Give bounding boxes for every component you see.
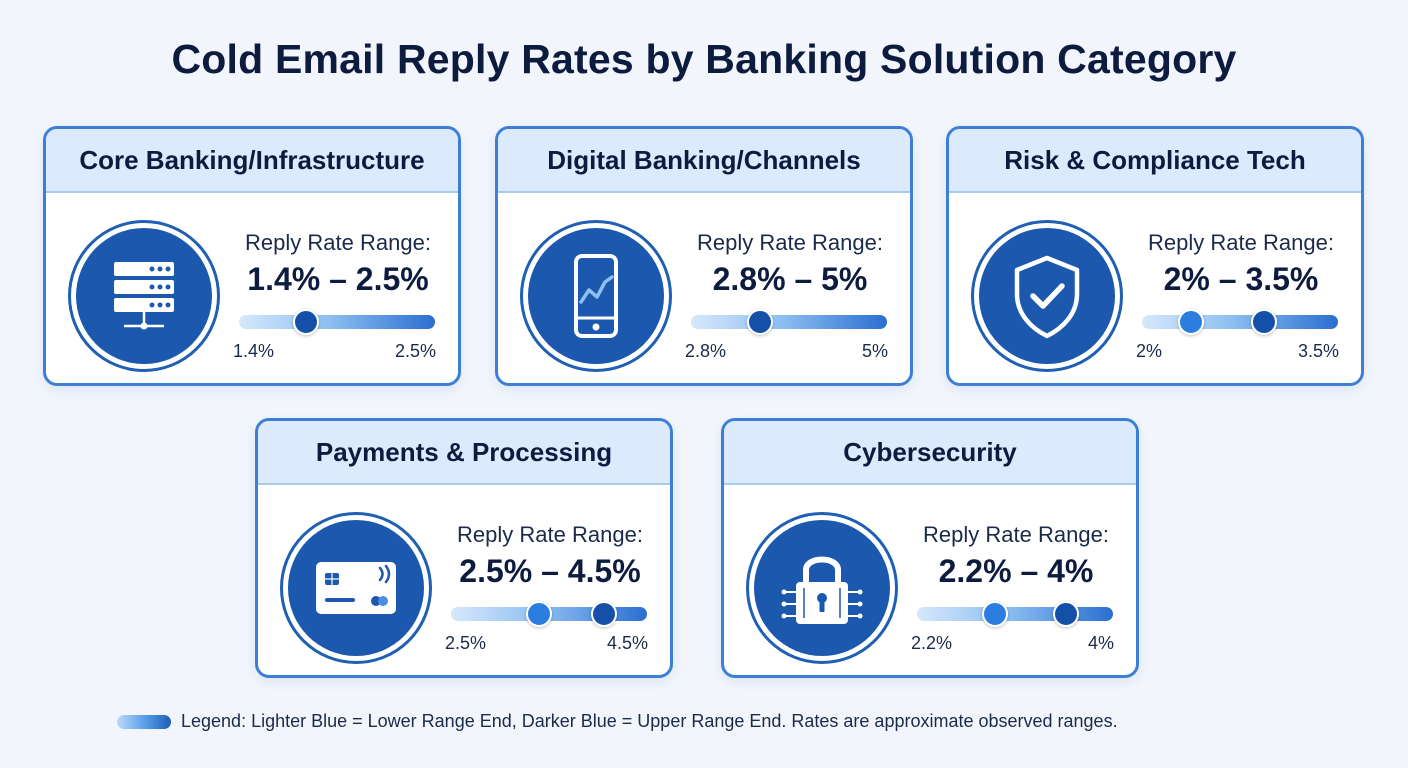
range-high-label: 5%: [861, 341, 888, 361]
reply-rate-label: Reply Rate Range:: [697, 230, 883, 255]
range-low-label: 1.4%: [233, 341, 275, 361]
mobile-chart-icon: [520, 220, 672, 372]
card-title: Risk & Compliance Tech: [949, 129, 1361, 193]
circuit-lock-icon: [746, 512, 898, 664]
range-high-knob: [1251, 309, 1277, 335]
legend-gradient-swatch: [117, 714, 171, 729]
reply-rate-range-value: 1.4% – 2.5%: [247, 261, 429, 297]
range-low-knob: [526, 601, 552, 627]
card-title: Payments & Processing: [258, 421, 670, 485]
card-title: Core Banking/Infrastructure: [46, 129, 458, 193]
range-knob: [293, 309, 319, 335]
range-knob: [747, 309, 773, 335]
reply-rate-label: Reply Rate Range:: [923, 522, 1109, 547]
card-title: Digital Banking/Channels: [498, 129, 910, 193]
range-high-knob: [591, 601, 617, 627]
category-card-digital-banking: Digital Banking/Channels Reply Rate Rang…: [495, 126, 913, 386]
range-low-label: 2.2%: [911, 633, 953, 653]
range-high-label: 2.5%: [394, 341, 436, 361]
card-title: Cybersecurity: [724, 421, 1136, 485]
reply-rate-range-value: 2.5% – 4.5%: [459, 553, 641, 589]
chart-legend: Legend: Lighter Blue = Lower Range End, …: [117, 711, 1118, 732]
credit-card-icon: [280, 512, 432, 664]
category-card-cybersecurity: Cybersecurity Reply Rate Range: 2.2% – 4…: [721, 418, 1139, 678]
range-high-label: 4%: [1087, 633, 1114, 653]
range-slider-track: [691, 309, 887, 335]
range-low-label: 2.8%: [685, 341, 727, 361]
category-card-risk-compliance: Risk & Compliance Tech Reply Rate Range:…: [946, 126, 1364, 386]
reply-rate-label: Reply Rate Range:: [245, 230, 431, 255]
range-high-knob: [1053, 601, 1079, 627]
chart-title: Cold Email Reply Rates by Banking Soluti…: [171, 36, 1237, 82]
shield-check-icon: [971, 220, 1123, 372]
reply-rate-label: Reply Rate Range:: [1148, 230, 1334, 255]
range-slider-track: [917, 601, 1113, 627]
range-high-label: 4.5%: [606, 633, 648, 653]
reply-rate-range-value: 2% – 3.5%: [1163, 261, 1319, 297]
range-slider-track: [451, 601, 647, 627]
range-slider-track: [239, 309, 435, 335]
range-low-knob: [1178, 309, 1204, 335]
range-low-label: 2.5%: [445, 633, 487, 653]
range-slider-track: [1142, 309, 1338, 335]
reply-rate-range-value: 2.8% – 5%: [712, 261, 868, 297]
category-card-core-banking: Core Banking/Infrastructure Reply Rate R…: [43, 126, 461, 386]
range-low-knob: [982, 601, 1008, 627]
range-high-label: 3.5%: [1297, 341, 1339, 361]
range-low-label: 2%: [1136, 341, 1163, 361]
legend-text: Legend: Lighter Blue = Lower Range End, …: [181, 711, 1118, 731]
category-card-payments: Payments & Processing Reply Rate Range: …: [255, 418, 673, 678]
server-rack-icon: [68, 220, 220, 372]
reply-rate-range-value: 2.2% – 4%: [938, 553, 1094, 589]
reply-rate-label: Reply Rate Range:: [457, 522, 643, 547]
